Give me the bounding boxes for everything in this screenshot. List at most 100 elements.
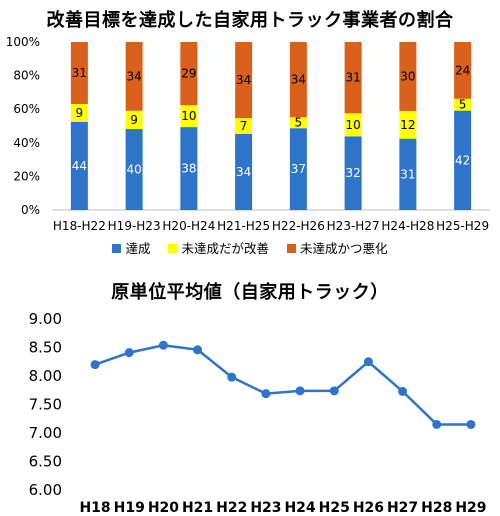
data-label: 9 (130, 113, 138, 127)
bar-segment-1 (235, 118, 253, 134)
bar-segment-1 (180, 105, 198, 128)
x-tick-label: H21-H25 (217, 219, 270, 233)
bar-segment-0 (344, 136, 362, 210)
bar-segment-0 (70, 122, 88, 210)
y-tick-label: 7.50 (29, 396, 62, 414)
chart-title-2: 原単位平均値（自家用トラック） (111, 282, 389, 303)
data-point (398, 386, 408, 396)
data-label: 30 (400, 70, 415, 84)
data-label: 29 (181, 67, 196, 81)
bar-segment-2 (125, 42, 143, 111)
x-tick-label: H19 (114, 500, 145, 516)
x-tick-label: H23 (250, 500, 281, 516)
bar-segment-0 (454, 110, 472, 210)
x-tick-label: H18-H22 (53, 219, 106, 233)
data-point (432, 419, 442, 429)
legend-swatch-0 (112, 244, 122, 253)
y-tick-label: 8.50 (29, 339, 62, 357)
y-tick-label: 80% (13, 69, 40, 83)
legend-label-1: 未達成だが改善 (181, 241, 269, 256)
data-label: 34 (236, 73, 251, 87)
x-tick-label: H26 (353, 500, 384, 516)
bar-segment-1 (399, 111, 417, 139)
bar-segment-2 (235, 42, 253, 119)
bar-segment-0 (399, 138, 417, 210)
data-label: 34 (236, 165, 251, 179)
data-label: 40 (126, 163, 141, 177)
bar-segment-0 (180, 127, 198, 210)
data-label: 9 (76, 106, 84, 120)
data-point (193, 345, 203, 355)
x-tick-label: H21 (182, 500, 213, 516)
x-tick-label: H24-H28 (381, 219, 434, 233)
legend-swatch-2 (286, 244, 296, 253)
bar-segment-2 (70, 42, 88, 104)
x-tick-label: H28 (421, 500, 452, 516)
data-label: 44 (72, 159, 87, 173)
data-point (295, 386, 305, 396)
stacked-bar-chart: 0% 20% 40% 60% 80% 100% 44 9 31 H18-H22 40 9 34 H19-H… (6, 35, 490, 233)
bar-segment-1 (454, 98, 472, 111)
y-tick-label: 40% (13, 136, 40, 150)
x-tick-label: H18 (79, 500, 110, 516)
legend-item-1: 未達成だが改善 (168, 238, 269, 257)
data-point (261, 389, 271, 399)
y-tick-label: 60% (13, 102, 40, 116)
y-tick-label: 9.00 (29, 310, 62, 328)
data-label: 7 (240, 119, 248, 133)
bar-segment-1 (125, 110, 143, 130)
bar-segment-1 (344, 113, 362, 137)
bar-segment-2 (454, 42, 472, 99)
x-tick-label: H25 (319, 500, 350, 516)
y-tick-label: 8.00 (29, 367, 62, 385)
legend-item-0: 達成 (112, 238, 151, 257)
data-label: 34 (126, 69, 141, 83)
y-tick-label: 0% (21, 203, 40, 217)
legend-item-2: 未達成かつ悪化 (286, 238, 388, 257)
x-tick-label: H25-H29 (436, 219, 489, 233)
bar-segment-1 (70, 104, 88, 122)
x-tick-label: H27 (387, 500, 418, 516)
x-tick-label: H22 (216, 500, 247, 516)
x-tick-label: H22-H26 (272, 219, 325, 233)
data-label: 32 (345, 166, 360, 180)
bar-segment-1 (289, 117, 307, 129)
chart-title-1: 改善目標を達成した自家用トラック事業者の割合 (46, 10, 454, 31)
y-tick-label: 6.00 (29, 481, 62, 499)
data-label: 38 (181, 162, 196, 176)
x-tick-label: H24 (284, 500, 315, 516)
data-label: 31 (72, 66, 87, 80)
x-tick-label: H20 (148, 500, 179, 516)
data-label: 5 (459, 98, 467, 112)
x-tick-label: H19-H23 (108, 219, 161, 233)
legend: 達成 未達成だが改善 未達成かつ悪化 (0, 238, 500, 257)
legend-label-0: 達成 (125, 241, 151, 256)
data-label: 37 (291, 162, 306, 176)
y-tick-label: 100% (6, 35, 40, 49)
bar-segment-2 (180, 42, 198, 106)
y-tick-label: 6.50 (29, 453, 62, 471)
data-label: 5 (295, 116, 303, 130)
legend-swatch-1 (168, 244, 178, 253)
data-label: 10 (345, 118, 360, 132)
bar-segment-0 (235, 133, 253, 210)
data-point (158, 340, 168, 350)
x-tick-label: H20-H24 (162, 219, 215, 233)
y-tick-label: 20% (13, 169, 40, 183)
bar-segment-0 (289, 128, 307, 210)
data-point (227, 372, 237, 382)
bar-segment-0 (125, 129, 143, 210)
data-point (329, 386, 339, 396)
bar-segment-2 (399, 42, 417, 112)
data-point (466, 419, 476, 429)
data-label: 10 (181, 109, 196, 123)
bar-segment-2 (344, 42, 362, 114)
data-point (90, 360, 100, 370)
y-tick-label: 7.00 (29, 424, 62, 442)
data-label: 34 (291, 73, 306, 87)
data-point (363, 357, 373, 367)
bar-segment-2 (289, 42, 307, 118)
x-tick-label: H29 (455, 500, 486, 516)
legend-label-2: 未達成かつ悪化 (299, 241, 388, 256)
